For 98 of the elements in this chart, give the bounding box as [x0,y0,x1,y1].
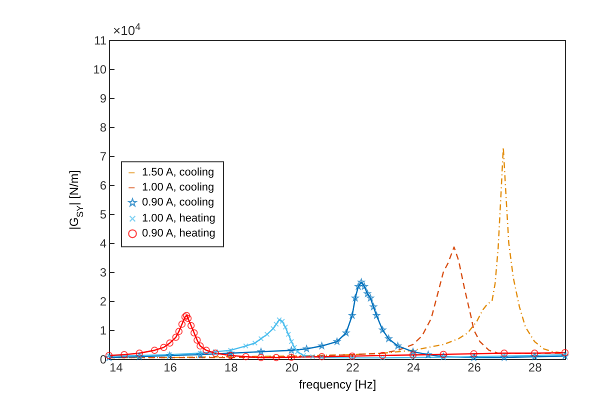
legend-label: 0.90 A, cooling [142,196,214,209]
x-tick-label: 26 [468,360,482,374]
point [409,348,417,355]
y-tick-label: 9 [100,92,107,106]
point [349,355,355,361]
point [358,278,365,286]
point [530,350,538,357]
legend-label: 1.00 A, cooling [142,182,214,194]
point [187,322,195,330]
point [272,354,280,362]
y-tick-label: 3 [100,266,107,280]
y-tick-label: 7 [100,150,107,164]
point [243,343,249,349]
point [394,342,402,350]
legend-label: 1.50 A, cooling [142,166,214,179]
x-tick-label: 28 [528,360,542,374]
point [212,349,218,354]
point [257,348,265,355]
point [360,282,368,290]
x-tick-label: 20 [285,360,299,374]
point [501,353,507,359]
point [288,354,296,361]
point [228,348,234,354]
point [270,326,276,332]
y-tick-label: 6 [100,178,107,192]
y-tick-label: 11 [94,34,107,48]
point [348,312,356,319]
point [379,326,386,334]
point [196,342,204,350]
point [178,320,186,328]
point [136,350,144,357]
x-tick-label: 22 [346,360,360,374]
point [354,282,362,290]
point [385,335,392,342]
point [280,318,285,324]
point [318,342,326,350]
point [257,354,265,362]
x-axis-title: frequency [Hz] [298,378,376,392]
point [190,329,198,337]
x-tick-label: 24 [406,360,420,374]
point [242,353,250,360]
point [352,294,359,302]
y-tick-label: 2 [100,294,107,308]
point [333,338,341,345]
legend-label: 0.90 A, heating [142,228,216,240]
point [370,303,377,310]
point [364,290,371,297]
point [303,345,310,352]
point [197,350,203,356]
point [378,352,386,360]
point [562,352,568,358]
point [194,336,201,344]
point [310,354,316,360]
point [212,350,220,357]
point [292,344,298,350]
point [424,350,432,358]
y-tick-label: 1 [100,324,107,338]
point [264,332,270,338]
x-tick-label: 14 [110,360,124,374]
point [202,346,210,354]
point [160,344,168,352]
point [288,338,294,344]
point [276,317,282,323]
point [373,312,380,319]
point [166,339,174,347]
y-tick-label: 4 [100,236,107,250]
point [286,332,292,338]
point [294,349,300,354]
point [288,346,295,354]
point [258,336,264,342]
point [410,354,416,360]
y-tick-label: 5 [100,208,107,222]
point [561,348,569,356]
point [150,346,158,354]
x-tick-label: 18 [224,360,238,374]
legend-label: 1.00 A, heating [142,212,216,225]
point [273,321,279,327]
point [409,351,417,359]
point [172,334,180,341]
point [227,350,234,356]
y-tick-label: 8 [100,120,107,134]
y-tick-label: 0 [100,352,107,366]
point [348,352,356,360]
point [252,340,258,346]
point [226,352,234,360]
point [300,352,306,358]
x-tick-label: 16 [164,360,178,374]
point [184,314,192,322]
point [500,350,508,357]
point [175,328,183,336]
text: ×10$^{4}$ [113,22,142,38]
point [282,324,288,330]
point [470,350,478,358]
point [120,350,128,358]
point [342,329,350,336]
y-tick-label: 10 [93,62,107,76]
point [380,355,386,361]
point [366,294,374,302]
